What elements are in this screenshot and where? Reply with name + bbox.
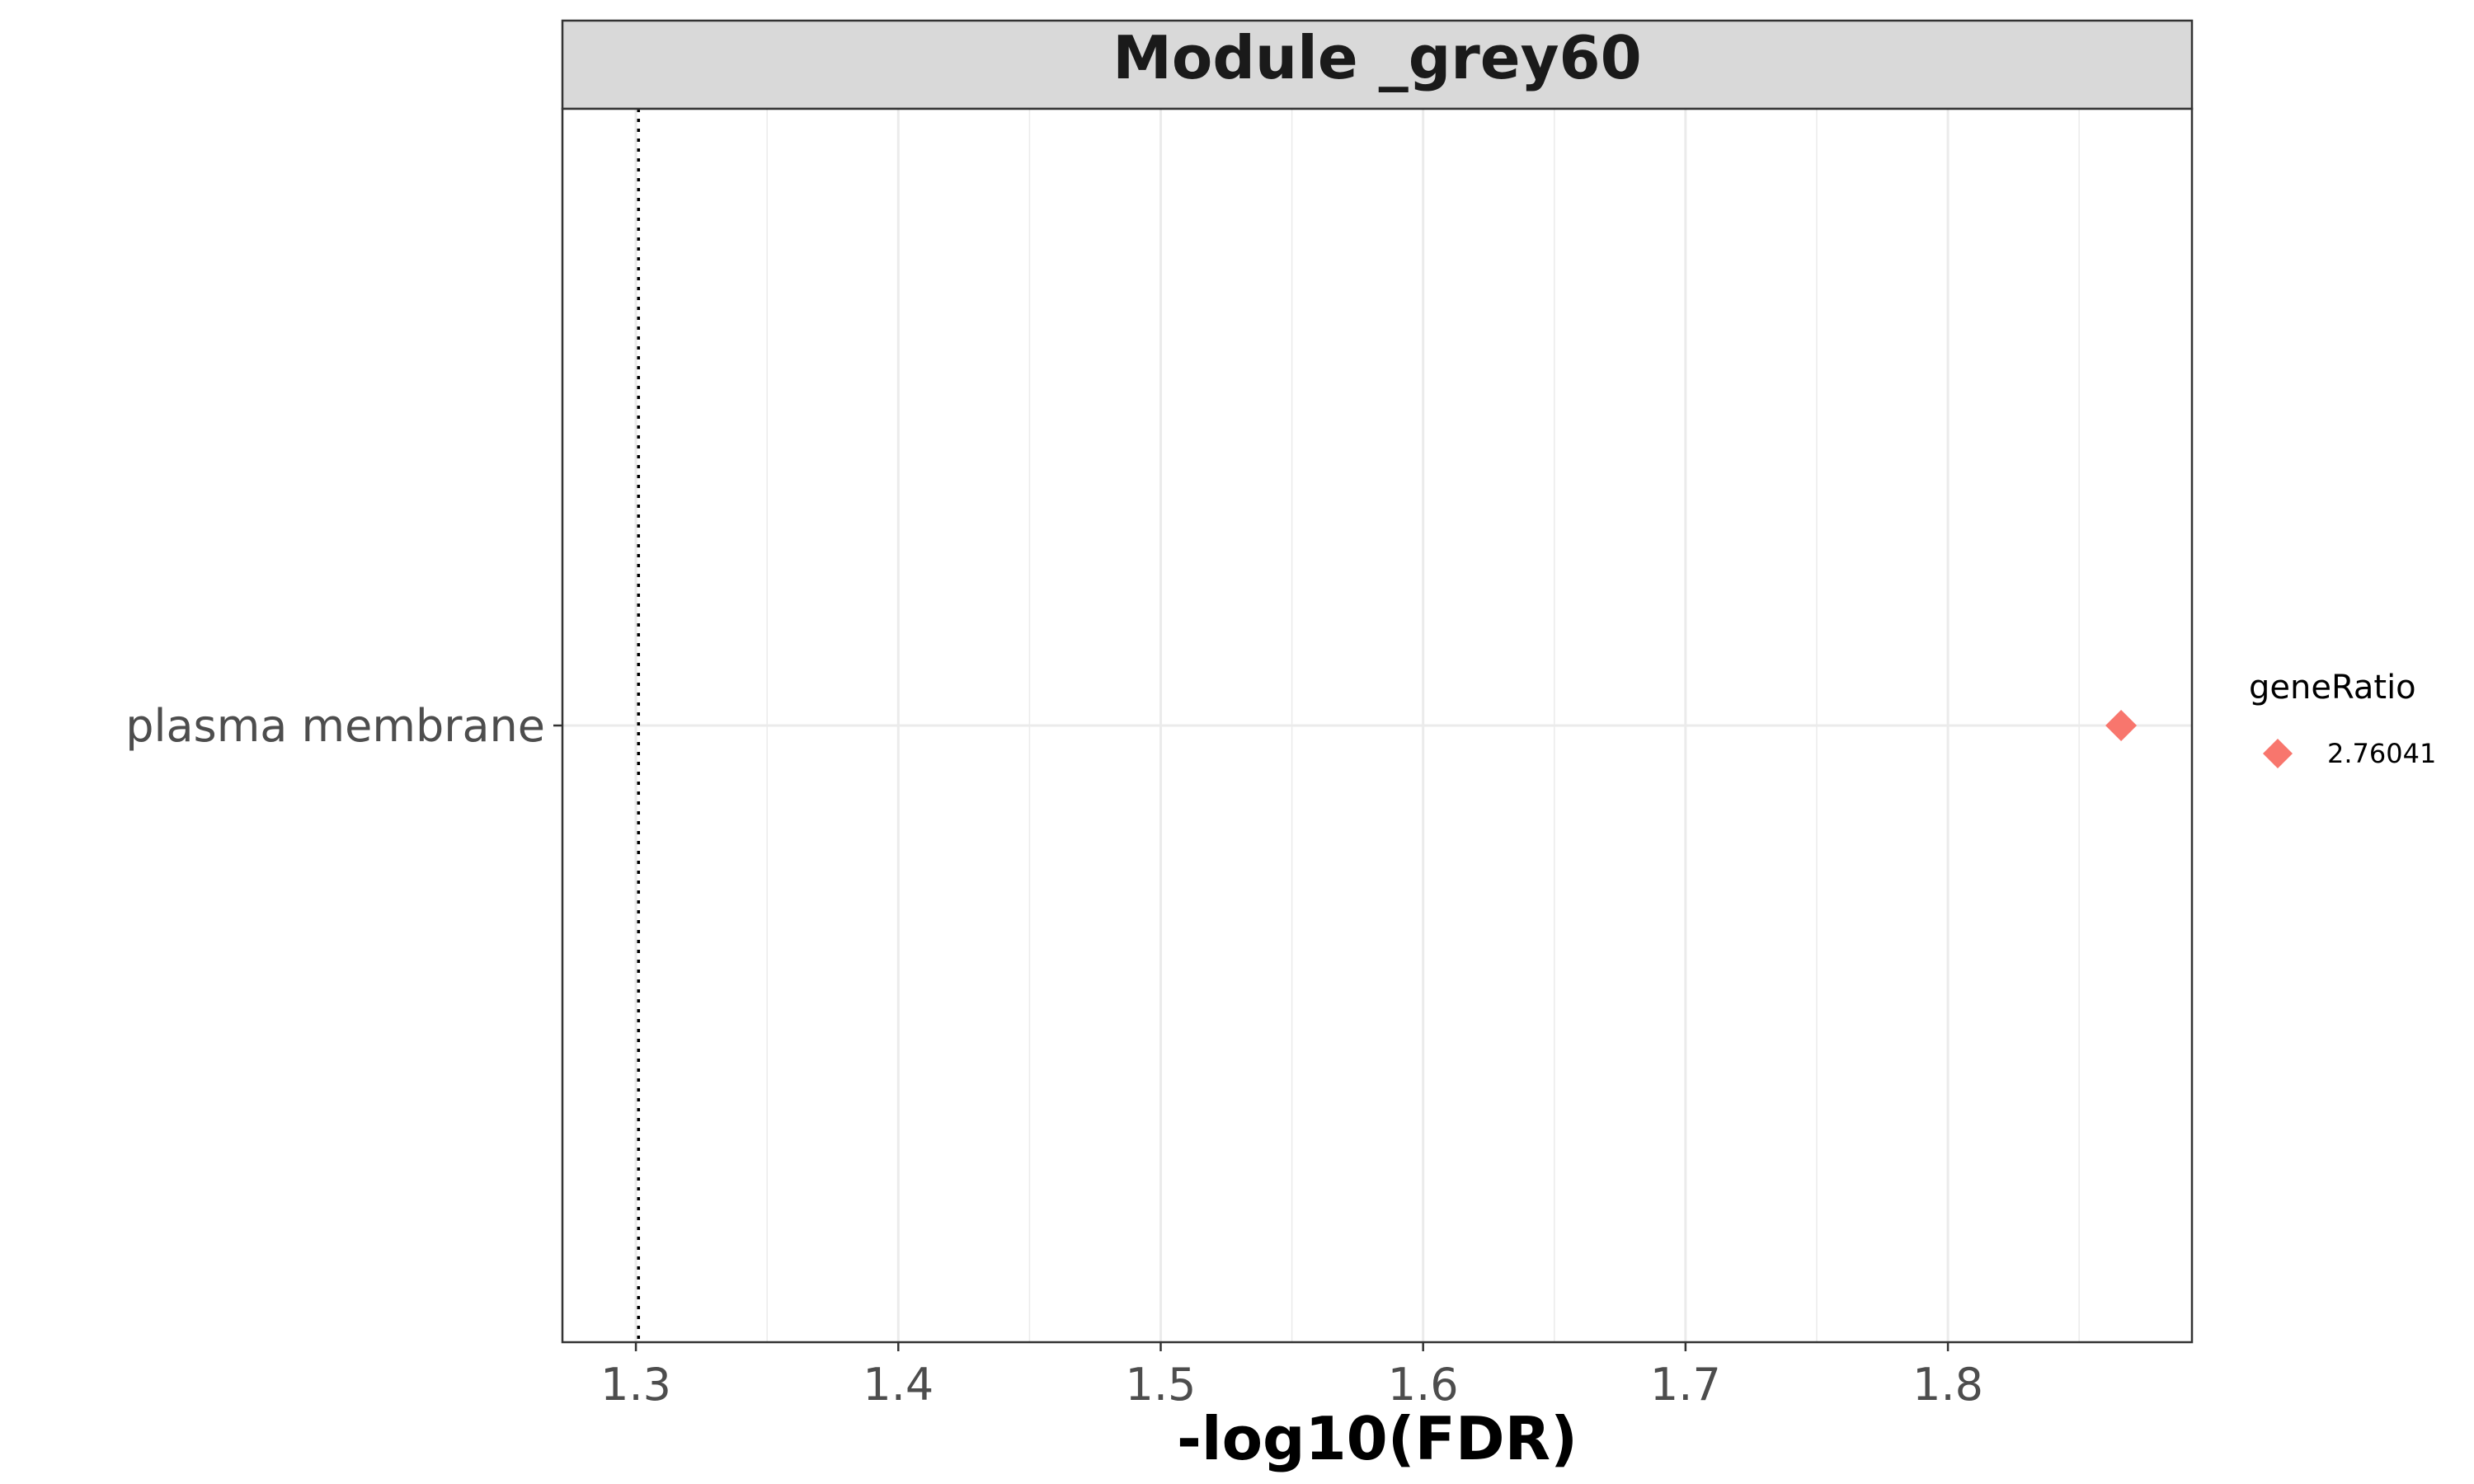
x-tick-label: 1.3 [600,1359,671,1411]
grid-lines [562,109,2192,1342]
data-point [2105,710,2138,741]
x-axis: 1.3 1.4 1.5 1.6 1.7 1.8 [600,1342,1983,1411]
legend-title: geneRatio [2249,669,2416,707]
x-tick-label: 1.5 [1126,1359,1197,1411]
legend-entry-label: 2.76041 [2327,738,2436,769]
y-axis: plasma membrane [125,700,562,752]
facet-strip [561,19,2194,110]
x-tick-label: 1.7 [1650,1359,1721,1411]
x-axis-title: -log10(FDR) [1177,1404,1578,1473]
legend-key-diamond [2263,739,2293,768]
data-points [2105,710,2138,741]
y-tick-label: plasma membrane [125,700,545,752]
x-tick-label: 1.6 [1388,1359,1459,1411]
chart-title: Module _grey60 [1112,23,1642,92]
legend: geneRatio 2.76041 [2249,669,2436,769]
x-tick-label: 1.4 [863,1359,934,1411]
x-tick-label: 1.8 [1912,1359,1983,1411]
